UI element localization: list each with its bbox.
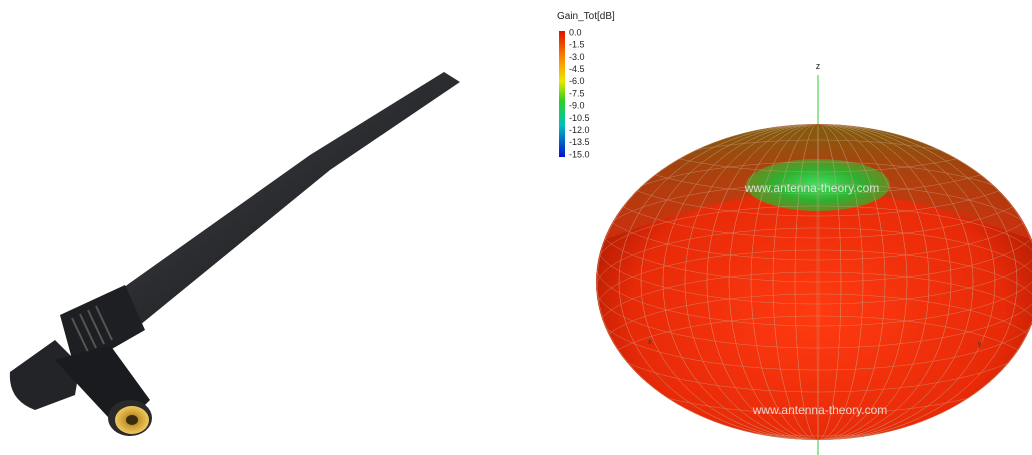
legend-tick: 0.0 — [569, 27, 582, 37]
colorbar — [559, 31, 565, 157]
legend-tick: -3.0 — [569, 52, 585, 62]
legend-tick: -12.0 — [569, 125, 590, 135]
radiation-pattern: z www.antenna-theory.com www.antenna-the… — [596, 52, 1032, 455]
legend-tick: -1.5 — [569, 40, 585, 50]
antenna-photo — [10, 72, 460, 436]
x-label: x — [648, 339, 652, 346]
legend-tick: -9.0 — [569, 101, 585, 111]
legend-tick: -15.0 — [569, 149, 590, 159]
legend-tick: -10.5 — [569, 113, 590, 123]
legend-tick: -13.5 — [569, 137, 590, 147]
legend-tick: -6.0 — [569, 76, 585, 86]
scene: Gain_Tot[dB] 0.0 -1.5 -3.0 -4.5 -6.0 -7.5 -9.0… — [0, 0, 1032, 455]
legend-title: Gain_Tot[dB] — [557, 11, 615, 22]
y-label: y — [978, 341, 982, 348]
watermark: www.antenna-theory.com — [752, 403, 888, 417]
watermark: www.antenna-theory.com — [744, 181, 880, 195]
legend-tick: -7.5 — [569, 88, 585, 98]
legend: Gain_Tot[dB] 0.0 -1.5 -3.0 -4.5 -6.0 -7.5 -9.0… — [557, 11, 615, 159]
z-label: z — [816, 61, 821, 71]
legend-tick: -4.5 — [569, 64, 585, 74]
